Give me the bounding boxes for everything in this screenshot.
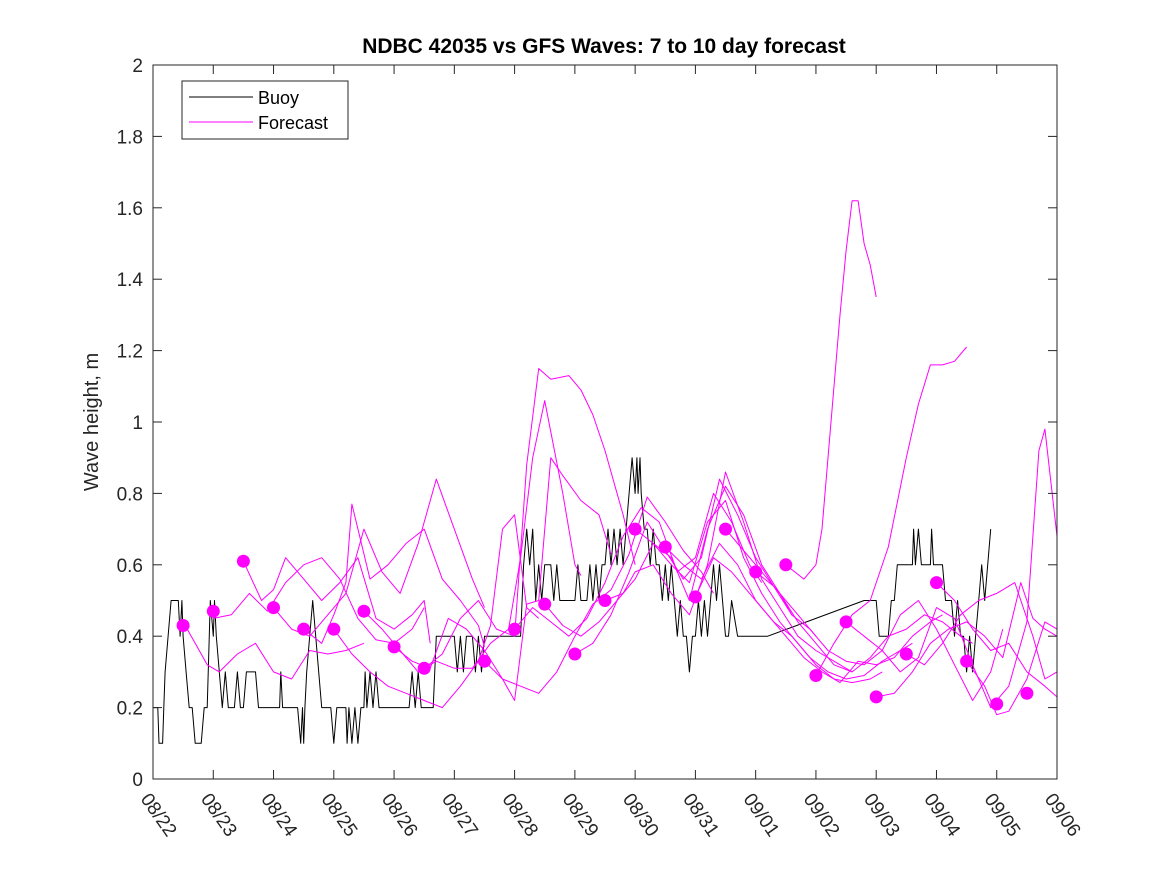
forecast-line-21: [845, 428, 1058, 709]
y-tick-label: 1.4: [117, 270, 144, 291]
y-tick-label: 0: [132, 770, 143, 791]
plot-area: [153, 65, 1057, 779]
forecast-marker-27: [1020, 686, 1034, 700]
forecast-marker-9: [478, 654, 491, 668]
forecast-line-24: [936, 582, 1058, 698]
forecast-marker-15: [658, 540, 672, 554]
forecast-marker-20: [809, 669, 823, 682]
forecast-line-23: [906, 582, 1058, 680]
forecast-line-2: [242, 557, 431, 644]
forecast-marker-24: [930, 576, 943, 590]
forecast-line-12: [574, 478, 817, 655]
chart-title: NDBC 42035 vs GFS Waves: 7 to 10 day for…: [362, 35, 846, 58]
legend-forecast-label: Forecast: [258, 113, 328, 133]
forecast-line-16: [694, 557, 943, 684]
forecast-marker-14: [628, 522, 642, 536]
y-axis: 0 0.2 0.4 0.6 0.8 1 1.2 1.4 1.6 1.8 2: [117, 56, 1057, 791]
y-tick-label: 0.4: [117, 627, 144, 648]
forecast-marker-13: [598, 594, 612, 607]
y-tick-label: 1.6: [117, 199, 143, 220]
buoy-layer: [153, 457, 992, 744]
forecast-line-5: [333, 514, 540, 709]
buoy-line: [153, 457, 992, 744]
forecast-line-6: [363, 400, 582, 673]
y-axis-label: Wave height, m: [81, 353, 103, 491]
forecast-line-14: [634, 500, 883, 684]
y-tick-label: 0.8: [117, 484, 143, 505]
forecast-line-17: [725, 528, 973, 673]
forecast-line-7: [393, 457, 612, 701]
forecast-line-4: [303, 503, 485, 648]
forecast-line-8: [423, 368, 636, 669]
forecast-marker-2: [236, 554, 250, 568]
forecast-marker-21: [839, 615, 853, 629]
y-tick-label: 0.2: [117, 699, 143, 720]
y-tick-label: 2: [132, 56, 143, 77]
legend-buoy-label: Buoy: [258, 88, 299, 108]
forecast-line-11: [544, 485, 793, 637]
forecast-line-19: [785, 200, 877, 580]
forecast-marker-0: [176, 619, 190, 632]
forecast-marker-4: [297, 622, 311, 636]
forecast-marker-1: [206, 604, 220, 618]
forecast-line-25: [966, 621, 1058, 716]
forecast-marker-6: [357, 604, 371, 618]
forecast-line-22: [876, 582, 1058, 698]
forecast-marker-5: [327, 622, 341, 636]
forecast-marker-23: [899, 647, 913, 661]
forecast-line-15: [664, 542, 913, 680]
y-tick-label: 1.2: [117, 342, 143, 363]
forecast-marker-22: [869, 690, 883, 704]
forecast-marker-10: [508, 622, 522, 636]
forecast-marker-layer: [176, 522, 1034, 711]
legend: Buoy Forecast: [181, 80, 349, 140]
forecast-marker-11: [538, 597, 552, 611]
y-tick-label: 1: [132, 413, 143, 434]
forecast-marker-26: [990, 697, 1004, 711]
forecast-marker-17: [719, 522, 732, 536]
forecast-marker-3: [267, 601, 280, 615]
forecast-line-0: [182, 621, 365, 680]
forecast-line-13: [604, 471, 853, 673]
legend-box: [181, 80, 349, 140]
forecast-line-10: [514, 492, 763, 637]
forecast-marker-18: [749, 565, 763, 579]
forecast-marker-25: [960, 654, 974, 668]
y-tick-label: 1.8: [117, 127, 143, 148]
forecast-marker-19: [779, 558, 793, 572]
y-tick-label: 0.6: [117, 556, 143, 577]
forecast-marker-7: [387, 640, 401, 654]
forecast-marker-8: [417, 661, 431, 675]
forecast-marker-16: [688, 590, 702, 604]
forecast-line-3: [273, 478, 485, 637]
forecast-marker-12: [568, 647, 582, 661]
